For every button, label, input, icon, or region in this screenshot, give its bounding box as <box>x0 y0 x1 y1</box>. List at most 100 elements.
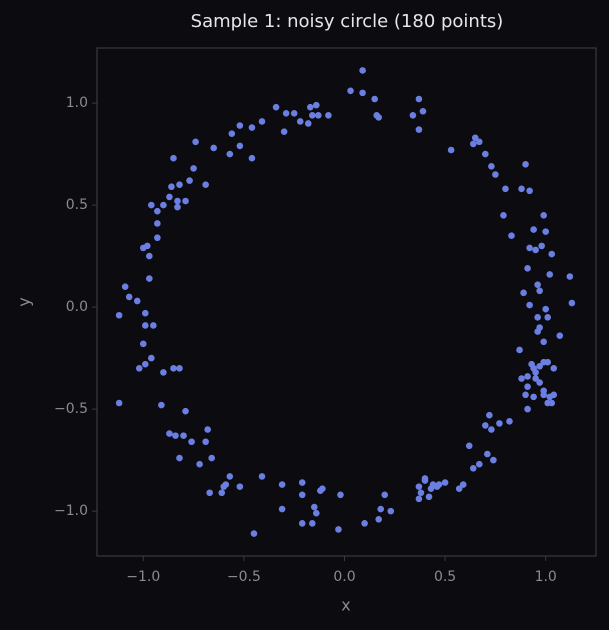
point <box>146 252 153 260</box>
point <box>154 234 161 242</box>
point <box>375 515 382 523</box>
point <box>166 430 173 437</box>
point <box>417 489 425 497</box>
point <box>536 379 543 386</box>
point <box>532 375 539 382</box>
point <box>516 346 523 354</box>
point <box>174 197 181 205</box>
point <box>188 438 195 446</box>
point <box>492 171 499 178</box>
point <box>534 281 541 288</box>
point <box>278 481 286 488</box>
x-tick-label: −0.5 <box>227 569 261 585</box>
point <box>471 134 479 142</box>
point <box>548 250 556 258</box>
point <box>248 124 256 131</box>
point <box>139 340 147 348</box>
point <box>236 483 244 490</box>
point <box>415 95 423 103</box>
point <box>421 475 429 482</box>
point <box>550 391 558 399</box>
point <box>518 375 525 382</box>
point <box>441 479 449 486</box>
point <box>226 473 234 480</box>
point <box>415 495 423 503</box>
point <box>192 138 199 146</box>
point <box>148 201 155 209</box>
point <box>540 211 547 219</box>
point <box>141 322 149 329</box>
point <box>166 193 173 201</box>
point <box>455 485 463 492</box>
point <box>359 89 366 97</box>
point <box>435 481 443 488</box>
point <box>313 509 320 517</box>
point <box>160 369 167 376</box>
point <box>425 493 433 501</box>
point <box>180 432 187 439</box>
x-tick-label: 1.0 <box>535 569 557 585</box>
point <box>176 365 183 372</box>
point <box>190 165 197 172</box>
point <box>248 154 256 162</box>
y-tick-label: −0.5 <box>54 401 88 417</box>
point <box>125 293 133 301</box>
y-tick-label: 1.0 <box>66 95 88 111</box>
point <box>146 275 153 282</box>
point <box>540 338 547 346</box>
point <box>298 520 306 527</box>
point <box>313 101 320 109</box>
point <box>415 126 423 133</box>
point <box>154 220 161 227</box>
point <box>290 109 298 117</box>
point <box>522 391 529 399</box>
point <box>196 460 203 468</box>
point <box>210 144 218 152</box>
point <box>306 103 314 111</box>
point <box>534 328 541 335</box>
point <box>304 120 312 127</box>
point <box>502 185 509 193</box>
point <box>208 454 215 462</box>
point <box>550 365 558 372</box>
point <box>544 314 552 321</box>
point <box>174 203 181 211</box>
y-tick-label: 0.0 <box>66 299 88 315</box>
point <box>250 530 258 537</box>
point <box>282 109 290 117</box>
x-axis-label: x <box>341 596 350 615</box>
point <box>526 244 533 252</box>
point <box>488 426 495 433</box>
point <box>522 160 529 168</box>
point <box>258 118 266 125</box>
point <box>168 183 175 191</box>
point <box>542 228 549 235</box>
point <box>133 297 141 305</box>
point <box>347 87 354 95</box>
point <box>359 67 366 74</box>
x-tick-label: 0.5 <box>434 569 456 585</box>
point <box>377 505 385 513</box>
point <box>121 283 129 290</box>
point <box>459 481 467 488</box>
point <box>534 314 541 321</box>
point <box>337 491 344 499</box>
point <box>530 393 537 401</box>
point <box>170 365 177 372</box>
point <box>272 103 280 111</box>
point <box>258 473 266 480</box>
point <box>532 246 539 254</box>
point <box>556 332 564 339</box>
point <box>371 95 378 103</box>
point <box>226 150 234 158</box>
point <box>139 244 147 252</box>
point <box>308 112 316 119</box>
point <box>546 271 554 278</box>
point <box>536 362 543 370</box>
point <box>206 489 213 497</box>
y-tick-label: 0.5 <box>66 197 88 213</box>
point <box>381 491 389 499</box>
point <box>176 454 183 462</box>
point <box>544 358 552 366</box>
point <box>236 142 244 150</box>
